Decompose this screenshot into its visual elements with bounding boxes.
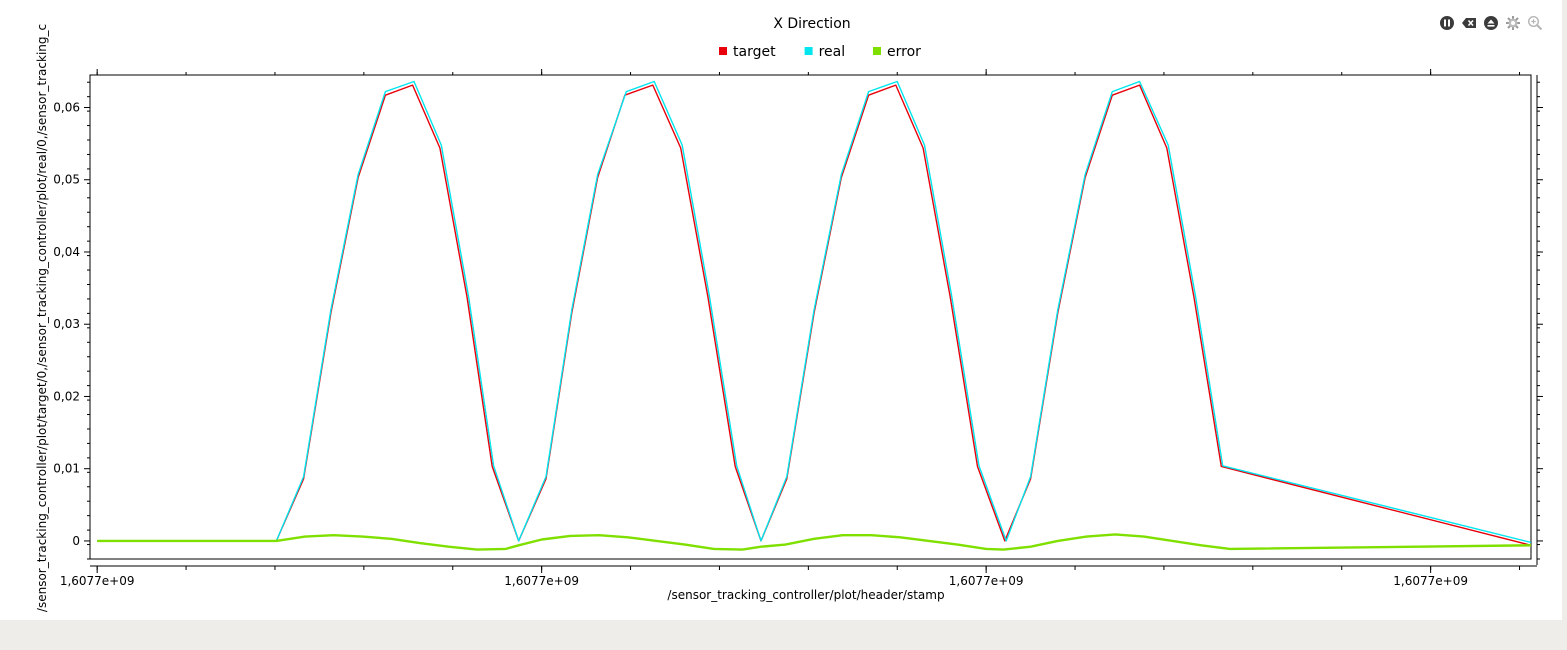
clear-button[interactable] (1460, 14, 1478, 32)
legend-swatch-real (804, 47, 813, 55)
series-line-real (97, 80, 1532, 544)
y-tick-label: 0,01 (53, 462, 80, 476)
series-line-error (97, 533, 1532, 551)
y-tick-label: 0 (72, 534, 80, 548)
plot-panel: X Direction target real error 0 0,01 0,02 0,0… (6, 0, 1562, 620)
legend-label-real: real (819, 44, 846, 60)
x-tick-label: 1,6077e+09 (504, 574, 579, 588)
legend-swatch-error (873, 47, 881, 55)
pause-button[interactable] (1438, 14, 1456, 32)
x-axis-label: /sensor_tracking_controller/plot/header/… (667, 588, 944, 602)
settings-button[interactable] (1504, 14, 1522, 32)
legend-swatch-target (719, 47, 727, 55)
legend-label-error: error (887, 44, 921, 60)
y-axis-label: /sensor_tracking_controller/plot/target/… (35, 24, 49, 612)
y-tick-label: 0,02 (53, 389, 80, 403)
chart[interactable]: X Direction target real error 0 0,01 0,02 0,0… (6, 0, 1562, 620)
x-tick-label: 1,6077e+09 (949, 574, 1024, 588)
y-tick-label: 0,04 (53, 245, 80, 259)
zoom-button[interactable] (1526, 14, 1544, 32)
gear-icon (1506, 16, 1520, 30)
chart-title: X Direction (773, 16, 850, 32)
y-tick-label: 0,03 (53, 317, 80, 331)
clear-icon (1462, 18, 1476, 28)
legend-label-target: target (733, 44, 776, 60)
legend: target real error (719, 44, 921, 60)
x-tick-label: 1,6077e+09 (1393, 574, 1468, 588)
y-tick-label: 0,05 (53, 173, 80, 187)
plot-area[interactable]: 0 0,01 0,02 0,03 0,04 0,05 0,06 1,6077e+09 1,607… (53, 69, 1543, 588)
series-line-target (97, 84, 1532, 546)
eject-icon (1484, 16, 1498, 30)
plot-frame (89, 74, 1532, 560)
eject-button[interactable] (1482, 14, 1500, 32)
y-tick-label: 0,06 (53, 101, 80, 115)
plot-toolbar (1438, 14, 1544, 32)
x-tick-label: 1,6077e+09 (60, 574, 135, 588)
zoom-icon (1527, 15, 1543, 31)
pause-icon (1440, 16, 1454, 30)
